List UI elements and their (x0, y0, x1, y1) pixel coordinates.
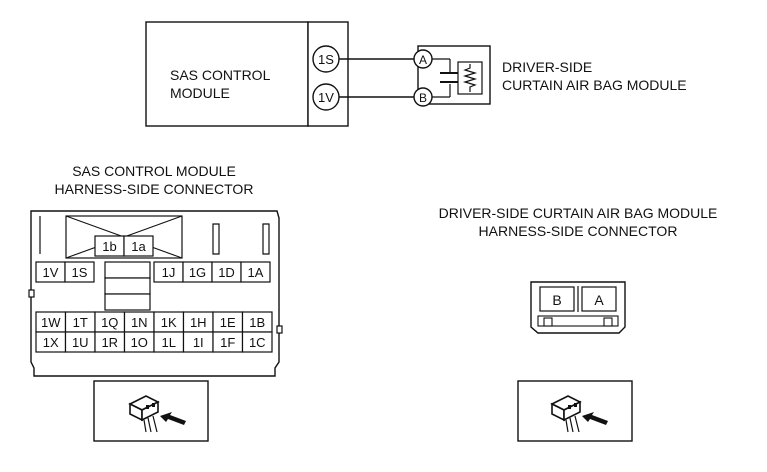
sas-pin-1x: 1X (35, 331, 67, 353)
airbag-pin-a-label: A (594, 292, 604, 308)
sas-pin-1r: 1R (94, 331, 126, 353)
sas-pin-label: 1K (161, 315, 177, 330)
sas-pin-label: 1R (101, 335, 118, 350)
airbag-module-label-line1: DRIVER-SIDE (502, 59, 592, 75)
sas-module-label-line1: SAS CONTROL (170, 67, 271, 83)
sas-control-module-block: SAS CONTROL MODULE (145, 21, 349, 127)
sas-module-label-line2: MODULE (170, 85, 230, 101)
airbag-pin-a: A (581, 286, 617, 312)
sas-pin-1w: 1W (35, 311, 67, 333)
sas-pin-1i: 1I (182, 331, 214, 353)
sas-connector-title-line2: HARNESS-SIDE CONNECTOR (55, 181, 254, 197)
sas-pin-label: 1I (193, 335, 204, 350)
squib-resistor-icon (462, 64, 478, 92)
sas-pin-1b: 1B (241, 311, 273, 333)
sas-pin-label: 1a (131, 239, 146, 254)
sas-pin-label: 1V (43, 265, 59, 280)
terminal-a: A (413, 49, 433, 69)
sas-pin-label: 1Q (101, 315, 118, 330)
sas-pin-label: 1b (102, 239, 116, 254)
airbag-pin-b: B (539, 286, 575, 312)
sas-pin-1k: 1K (153, 311, 185, 333)
sas-pin-1a: 1a (123, 235, 154, 257)
terminal-1v-label: 1V (318, 90, 334, 105)
sas-pin-label: 1G (189, 265, 206, 280)
sas-pin-1d: 1D (211, 261, 242, 283)
sas-pin-label: 1B (249, 315, 265, 330)
terminal-1s-label: 1S (318, 52, 334, 67)
sas-connector-view-icon (93, 380, 209, 442)
sas-pin-label: 1H (190, 315, 207, 330)
sas-pin-1h: 1H (182, 311, 214, 333)
sas-pin-label: 1U (72, 335, 89, 350)
sas-pin-label: 1N (131, 315, 148, 330)
sas-pin-1t: 1T (64, 311, 96, 333)
sas-pin-label: 1D (218, 265, 235, 280)
sas-pin-1c: 1C (241, 331, 273, 353)
airbag-connector-title-line2: HARNESS-SIDE CONNECTOR (479, 223, 678, 239)
airbag-connector-title-line1: DRIVER-SIDE CURTAIN AIR BAG MODULE (439, 205, 718, 221)
sas-pin-1g: 1G (182, 261, 213, 283)
airbag-module-label-line2: CURTAIN AIR BAG MODULE (502, 77, 687, 93)
sas-pin-grid: 1b 1a 1V 1S 1J 1G 1D 1A 1W 1T 1Q 1N 1K 1H 1E 1B 1X 1U 1R 1O… (35, 235, 273, 353)
sas-pin-1s: 1S (64, 261, 95, 283)
sas-pin-1j: 1J (153, 261, 184, 283)
terminal-a-label: A (419, 53, 427, 67)
sas-pin-1b: 1b (94, 235, 125, 257)
sas-pin-1a: 1A (240, 261, 271, 283)
sas-pin-label: 1W (41, 315, 61, 330)
sas-pin-label: 1E (220, 315, 236, 330)
sas-pin-1q: 1Q (94, 311, 126, 333)
sas-pin-1v: 1V (35, 261, 66, 283)
sas-pin-1e: 1E (212, 311, 244, 333)
sas-pin-label: 1A (248, 265, 264, 280)
sas-pin-1l: 1L (153, 331, 185, 353)
sas-pin-label: 1J (162, 265, 176, 280)
sas-pin-1o: 1O (123, 331, 155, 353)
sas-pin-label: 1X (43, 335, 59, 350)
airbag-connector-view-icon (517, 380, 633, 442)
sas-pin-label: 1C (249, 335, 266, 350)
terminal-b-label: B (419, 91, 427, 105)
sas-connector-title-line1: SAS CONTROL MODULE (72, 163, 236, 179)
sas-pin-1f: 1F (212, 331, 244, 353)
airbag-pin-b-label: B (552, 292, 561, 308)
sas-pin-label: 1T (73, 315, 88, 330)
terminal-1v: 1V (312, 83, 340, 111)
sas-pin-label: 1S (72, 265, 88, 280)
sas-pin-label: 1F (220, 335, 235, 350)
terminal-b: B (413, 87, 433, 107)
sas-pin-label: 1O (131, 335, 148, 350)
terminal-1s: 1S (312, 45, 340, 73)
sas-pin-label: 1L (162, 335, 176, 350)
sas-pin-1u: 1U (64, 331, 96, 353)
sas-pin-1n: 1N (123, 311, 155, 333)
